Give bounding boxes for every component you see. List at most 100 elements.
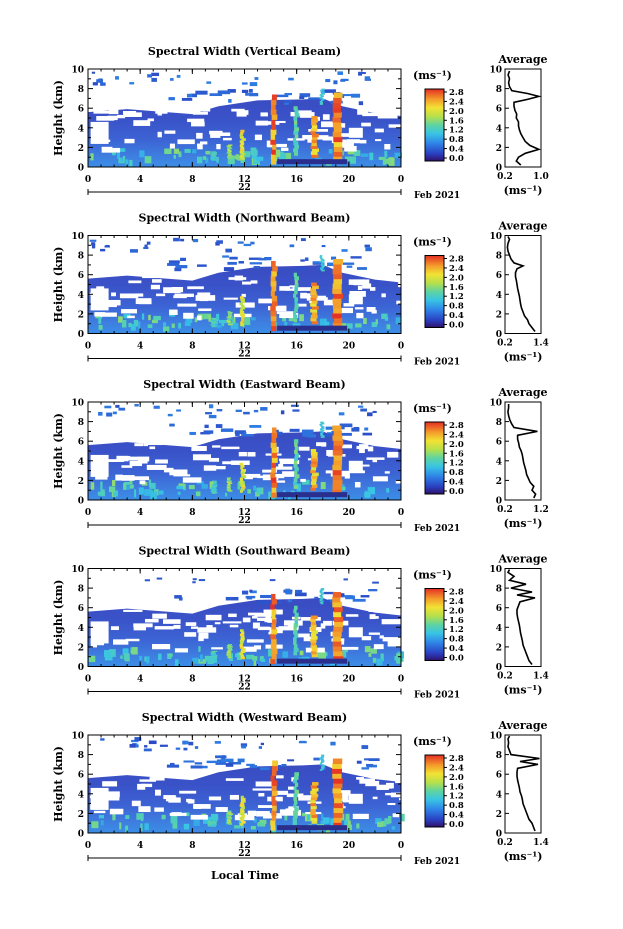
y-axis-title: Height (km)	[52, 413, 65, 489]
x-tick-label: 16	[290, 841, 303, 851]
average-y-tick-label: 6	[496, 438, 502, 448]
y-tick-label: 10	[71, 66, 84, 76]
y-tick-label: 8	[78, 751, 84, 761]
echo-field	[88, 737, 413, 833]
average-y-tick-label: 2	[496, 310, 502, 320]
colorbar-tick-label: 0.0	[449, 820, 464, 830]
y-tick-label: 2	[78, 310, 84, 320]
colorbar-tick-label: 0.4	[449, 811, 464, 821]
average-title: Average	[497, 53, 547, 66]
x-tick-label: 20	[343, 175, 356, 185]
x-tick-label: 16	[290, 342, 303, 352]
y-tick-label: 2	[78, 810, 84, 820]
colorbar-tick-label: 0.0	[449, 654, 464, 664]
average-y-tick-label: 10	[489, 399, 502, 409]
day-label: 22	[238, 516, 251, 526]
average-y-tick-label: 10	[489, 66, 502, 76]
colorbar-unit: (ms⁻¹)	[413, 569, 452, 582]
colorbar-tick-label: 2.8	[449, 588, 464, 598]
x-tick-label: 4	[137, 675, 143, 685]
colorbar-tick-label: 2.4	[449, 97, 464, 107]
y-tick-label: 4	[78, 624, 84, 634]
y-tick-label: 2	[78, 643, 84, 653]
echo-field	[88, 71, 406, 167]
panel-2: Spectral Width (Northward Beam) 0 2 4 6 8 10 He…	[52, 212, 549, 368]
panel-title: Spectral Width (Eastward Beam)	[143, 378, 345, 391]
average-y-tick-label: 2	[496, 477, 502, 487]
colorbar-tick-label: 2.0	[449, 107, 464, 117]
average-y-tick-label: 0	[496, 663, 502, 673]
y-axis-title: Height (km)	[52, 746, 65, 822]
panel-title: Spectral Width (Vertical Beam)	[148, 45, 341, 58]
average-x-tick-label: 0.2	[497, 172, 513, 182]
average-y-tick-label: 2	[496, 810, 502, 820]
colorbar-unit: (ms⁻¹)	[413, 402, 452, 415]
colorbar-tick-label: 1.2	[449, 126, 464, 136]
y-tick-label: 6	[78, 271, 84, 281]
y-tick-label: 8	[78, 418, 84, 428]
y-tick-label: 6	[78, 771, 84, 781]
x-tick-label: 8	[189, 841, 195, 851]
y-axis-title: Height (km)	[52, 80, 65, 156]
average-y-tick-label: 4	[496, 124, 502, 134]
x-tick-label: 0	[398, 342, 404, 352]
date-label: Feb 2021	[414, 191, 460, 201]
colorbar-tick-label: 1.6	[449, 616, 464, 626]
echo-field	[88, 237, 419, 334]
average-x-tick-label: 0.2	[497, 339, 513, 349]
average-y-tick-label: 8	[496, 252, 502, 262]
average-title: Average	[497, 719, 547, 732]
y-tick-label: 6	[78, 604, 84, 614]
average-x-tick-label: 1.4	[533, 672, 549, 682]
average-x-tick-label: 0.2	[497, 505, 513, 515]
colorbar-tick-label: 0.4	[449, 311, 464, 321]
x-tick-label: 20	[343, 841, 356, 851]
colorbar-tick-label: 0.0	[449, 321, 464, 331]
colorbar	[424, 421, 445, 495]
x-tick-label: 8	[189, 508, 195, 518]
average-y-tick-label: 0	[496, 164, 502, 174]
x-tick-label: 16	[290, 675, 303, 685]
x-tick-label: 12	[238, 175, 251, 185]
colorbar-tick-label: 2.8	[449, 754, 464, 764]
colorbar-tick-label: 0.8	[449, 801, 464, 811]
colorbar-tick-label: 2.4	[449, 597, 464, 607]
y-tick-label: 2	[78, 477, 84, 487]
x-tick-label: 20	[343, 675, 356, 685]
average-y-tick-label: 8	[496, 85, 502, 95]
colorbar-tick-label: 2.0	[449, 773, 464, 783]
average-profile-line	[507, 70, 542, 166]
day-label: 22	[238, 683, 251, 693]
y-tick-label: 4	[78, 124, 84, 134]
y-tick-label: 10	[71, 399, 84, 409]
colorbar-tick-label: 0.8	[449, 302, 464, 312]
average-y-tick-label: 4	[496, 624, 502, 634]
average-y-tick-label: 2	[496, 643, 502, 653]
colorbar-tick-label: 2.4	[449, 264, 464, 274]
average-x-tick-label: 0.2	[497, 838, 513, 848]
average-frame	[504, 734, 542, 834]
colorbar-tick-label: 2.8	[449, 255, 464, 265]
average-x-tick-label: 1.4	[533, 339, 549, 349]
panel-1: Spectral Width (Vertical Beam) 0 2 4 6 8 10 Hei…	[52, 45, 549, 201]
x-tick-label: 16	[290, 175, 303, 185]
average-x-axis-title: (ms⁻¹)	[504, 517, 543, 530]
x-tick-label: 4	[137, 841, 143, 851]
colorbar-tick-label: 1.2	[449, 625, 464, 635]
colorbar-tick-label: 2.0	[449, 440, 464, 450]
date-label: Feb 2021	[414, 691, 460, 701]
date-label: Feb 2021	[414, 857, 460, 867]
average-y-tick-label: 4	[496, 291, 502, 301]
average-title: Average	[497, 553, 547, 566]
x-tick-label: 0	[398, 508, 404, 518]
panel-4: Spectral Width (Southward Beam) 0 2 4 6 8 10 He…	[52, 545, 549, 701]
date-label: Feb 2021	[414, 358, 460, 368]
x-tick-label: 0	[85, 841, 91, 851]
average-y-tick-label: 8	[496, 418, 502, 428]
colorbar	[424, 588, 445, 661]
average-frame	[504, 235, 542, 334]
colorbar-unit: (ms⁻¹)	[413, 735, 452, 748]
panel-title: Spectral Width (Westward Beam)	[142, 711, 347, 724]
average-y-tick-label: 0	[496, 830, 502, 840]
